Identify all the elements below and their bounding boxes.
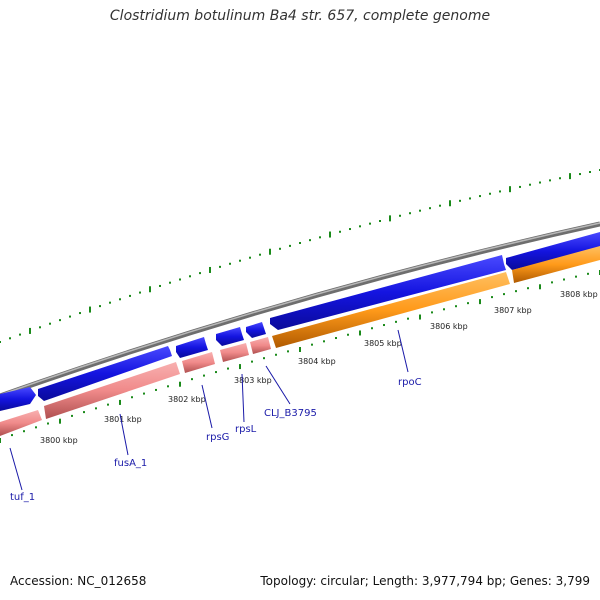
forward-feature-3 xyxy=(176,337,208,358)
scale-label: 3805 kbp xyxy=(364,339,402,348)
gene-leader-line xyxy=(119,413,129,456)
forward-feature-4 xyxy=(216,327,244,346)
gene-label[interactable]: fusA_1 xyxy=(114,458,147,469)
forward-feature-2 xyxy=(38,346,172,401)
gene-leader-line xyxy=(397,329,409,373)
forward-feature-1 xyxy=(0,387,36,411)
scale-label: 3806 kbp xyxy=(430,322,468,331)
scale-label: 3804 kbp xyxy=(298,357,336,366)
gene-clj-block xyxy=(250,337,271,354)
gene-label[interactable]: CLJ_B3795 xyxy=(264,408,317,419)
backbone-track xyxy=(0,221,600,399)
gene-next-block xyxy=(512,246,600,283)
forward-feature-5 xyxy=(246,322,266,338)
gene-rpsL-block xyxy=(220,343,249,362)
gene-leader-line xyxy=(201,384,213,429)
gene-track xyxy=(0,246,600,436)
backbone-highlight xyxy=(0,222,600,396)
gene-fusA-block xyxy=(44,362,180,419)
gene-labels: tuf_1 fusA_1 rpsG rpsL CLJ_B3795 rpoC xyxy=(9,329,422,503)
scale-labels: 3800 kbp 3801 kbp 3802 kbp 3803 kbp 3804 kbp… xyxy=(40,290,598,445)
scale-label: 3801 kbp xyxy=(104,415,142,424)
map-title: Clostridium botulinum Ba4 str. 657, comp… xyxy=(109,8,491,24)
accession-text: Accession: NC_012658 xyxy=(10,574,147,588)
scale-label: 3808 kbp xyxy=(560,290,598,299)
genome-summary: Topology: circular; Length: 3,977,794 bp… xyxy=(260,574,590,588)
scale-label: 3803 kbp xyxy=(234,376,272,385)
gene-leader-line xyxy=(265,365,291,405)
gene-label[interactable]: rpsG xyxy=(206,432,229,443)
gene-tuf-block xyxy=(0,410,42,436)
gene-leader-line xyxy=(241,373,245,423)
gene-label[interactable]: tuf_1 xyxy=(10,492,35,503)
forward-feature-6 xyxy=(270,255,506,330)
gene-label[interactable]: rpsL xyxy=(235,424,257,435)
forward-feature-track xyxy=(0,232,600,411)
gene-rpsG-block xyxy=(182,352,215,373)
forward-feature-7 xyxy=(506,232,600,270)
gene-label[interactable]: rpoC xyxy=(398,377,422,388)
gc-content-track xyxy=(0,169,600,343)
gene-leader-line xyxy=(9,447,23,491)
scale-label: 3807 kbp xyxy=(494,306,532,315)
gene-rpoC-block xyxy=(272,272,510,348)
scale-label: 3800 kbp xyxy=(40,436,78,445)
scale-ticks xyxy=(0,270,600,443)
scale-label: 3802 kbp xyxy=(168,395,206,404)
